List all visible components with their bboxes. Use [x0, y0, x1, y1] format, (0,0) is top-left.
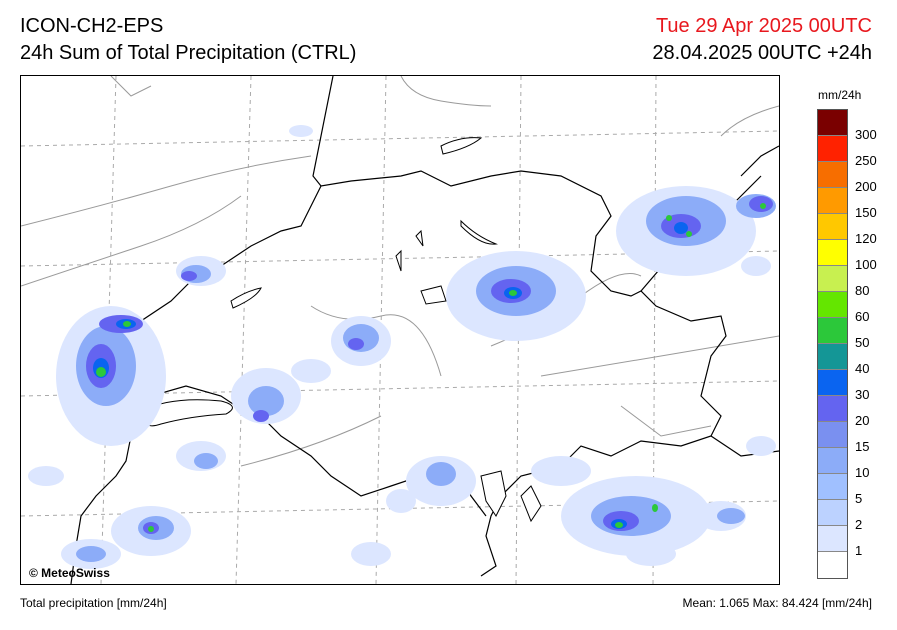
variable-label: Total precipitation [mm/24h]	[20, 596, 167, 610]
region-borders	[21, 76, 779, 467]
run-info: 28.04.2025 00UTC +24h	[652, 42, 872, 64]
legend-swatch	[818, 474, 847, 500]
legend-level-label: 200	[855, 179, 877, 194]
legend-swatch	[818, 552, 847, 578]
precip-light	[28, 125, 776, 569]
legend-swatch	[818, 344, 847, 370]
field-title: 24h Sum of Total Precipitation (CTRL)	[20, 42, 357, 64]
copyright-label: © MeteoSwiss	[29, 566, 110, 580]
legend-swatch	[818, 318, 847, 344]
legend-unit: mm/24h	[818, 88, 862, 102]
valid-time: Tue 29 Apr 2025 00UTC	[655, 15, 872, 37]
legend-swatch	[818, 162, 847, 188]
legend-swatch	[818, 240, 847, 266]
legend-swatch	[818, 526, 847, 552]
legend-swatch	[818, 266, 847, 292]
legend-level-label: 120	[855, 231, 877, 246]
legend-swatch	[818, 422, 847, 448]
legend-swatch	[818, 370, 847, 396]
legend-swatch	[818, 110, 847, 136]
legend-swatch	[818, 448, 847, 474]
map-canvas	[21, 76, 779, 584]
precipitation-map: © MeteoSwiss	[20, 75, 780, 585]
legend-level-label: 60	[855, 309, 870, 324]
legend-colorbar	[817, 109, 848, 579]
legend-level-label: 300	[855, 127, 877, 142]
legend-level-label: 2	[855, 517, 863, 532]
legend-swatch	[818, 396, 847, 422]
legend-level-label: 30	[855, 387, 870, 402]
legend-level-label: 5	[855, 491, 863, 506]
legend-level-label: 80	[855, 283, 870, 298]
legend-swatch	[818, 292, 847, 318]
legend-level-label: 10	[855, 465, 870, 480]
legend-level-label: 1	[855, 543, 863, 558]
legend-level-label: 50	[855, 335, 870, 350]
legend-level-label: 150	[855, 205, 877, 220]
model-title: ICON-CH2-EPS	[20, 15, 164, 37]
legend-level-label: 100	[855, 257, 877, 272]
legend-level-label: 40	[855, 361, 870, 376]
statistics-label: Mean: 1.065 Max: 84.424 [mm/24h]	[682, 596, 872, 610]
precip-peak	[96, 203, 766, 532]
legend-level-label: 20	[855, 413, 870, 428]
legend-swatch	[818, 136, 847, 162]
legend-swatch	[818, 500, 847, 526]
legend-swatch	[818, 214, 847, 240]
legend-level-label: 250	[855, 153, 877, 168]
legend-level-label: 15	[855, 439, 870, 454]
legend-swatch	[818, 188, 847, 214]
